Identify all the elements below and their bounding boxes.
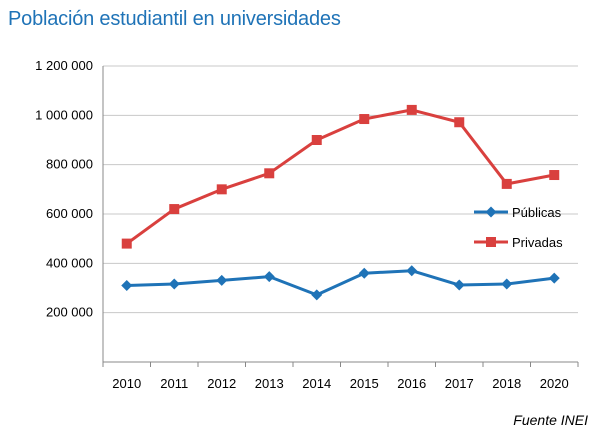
data-point-publicas: [121, 280, 133, 292]
data-point-privadas: [264, 168, 275, 179]
legend: Públicas Privadas: [474, 205, 563, 250]
data-point-publicas: [406, 265, 418, 277]
data-point-privadas: [454, 117, 465, 128]
x-tick-label: 2016: [397, 376, 426, 391]
y-tick-labels: 200 000 400 000 600 000 800 000 1 000 000 1 2…: [35, 58, 93, 320]
data-point-privadas: [501, 178, 512, 189]
data-point-privadas: [549, 170, 560, 181]
data-point-privadas: [406, 104, 417, 115]
data-point-publicas: [501, 278, 513, 290]
legend-marker: [486, 237, 496, 247]
data-point-publicas: [453, 279, 465, 291]
legend-label: Públicas: [512, 205, 562, 220]
legend-label: Privadas: [512, 235, 563, 250]
legend-marker: [485, 206, 497, 218]
x-tick-label: 2015: [350, 376, 379, 391]
source-note: Fuente INEI: [513, 412, 588, 428]
x-tick-label: 2017: [445, 376, 474, 391]
series-privadas: [121, 104, 560, 249]
data-point-publicas: [358, 267, 370, 279]
series-line-publicas: [126, 269, 555, 297]
chart-title: Población estudiantil en universidades: [8, 8, 341, 30]
data-point-privadas: [359, 114, 370, 125]
x-tick-label: 2020: [540, 376, 569, 391]
y-tick-label: 800 000: [46, 157, 93, 172]
data-point-privadas: [121, 238, 132, 249]
y-tick-label: 1 000 000: [35, 107, 93, 122]
y-tick-label: 600 000: [46, 206, 93, 221]
data-point-publicas: [216, 274, 228, 286]
data-point-privadas: [216, 184, 227, 195]
x-tick-label: 2012: [207, 376, 236, 391]
x-tick-label: 2013: [255, 376, 284, 391]
series-group: [121, 104, 560, 301]
y-tick-label: 200 000: [46, 305, 93, 320]
axes: [102, 66, 579, 367]
data-point-publicas: [263, 271, 275, 283]
x-tick-label: 2014: [302, 376, 331, 391]
y-tick-label: 400 000: [46, 255, 93, 270]
x-tick-labels: 2010 2011 2012 2013 2014 2015 2016 2017 2018 2020: [112, 376, 568, 391]
data-point-privadas: [311, 135, 322, 145]
series-publicas: [121, 265, 560, 301]
data-point-publicas: [311, 289, 323, 301]
y-tick-label: 1 200 000: [35, 58, 93, 73]
data-point-privadas: [169, 204, 180, 215]
series-line-privadas: [125, 108, 555, 245]
legend-item-publicas: Públicas: [474, 205, 562, 220]
x-tick-label: 2010: [112, 376, 141, 391]
x-tick-label: 2011: [160, 376, 188, 391]
data-point-publicas: [168, 278, 180, 290]
gridlines: [103, 65, 578, 314]
data-point-publicas: [548, 272, 560, 284]
legend-item-privadas: Privadas: [474, 235, 563, 250]
x-tick-label: 2018: [492, 376, 521, 391]
